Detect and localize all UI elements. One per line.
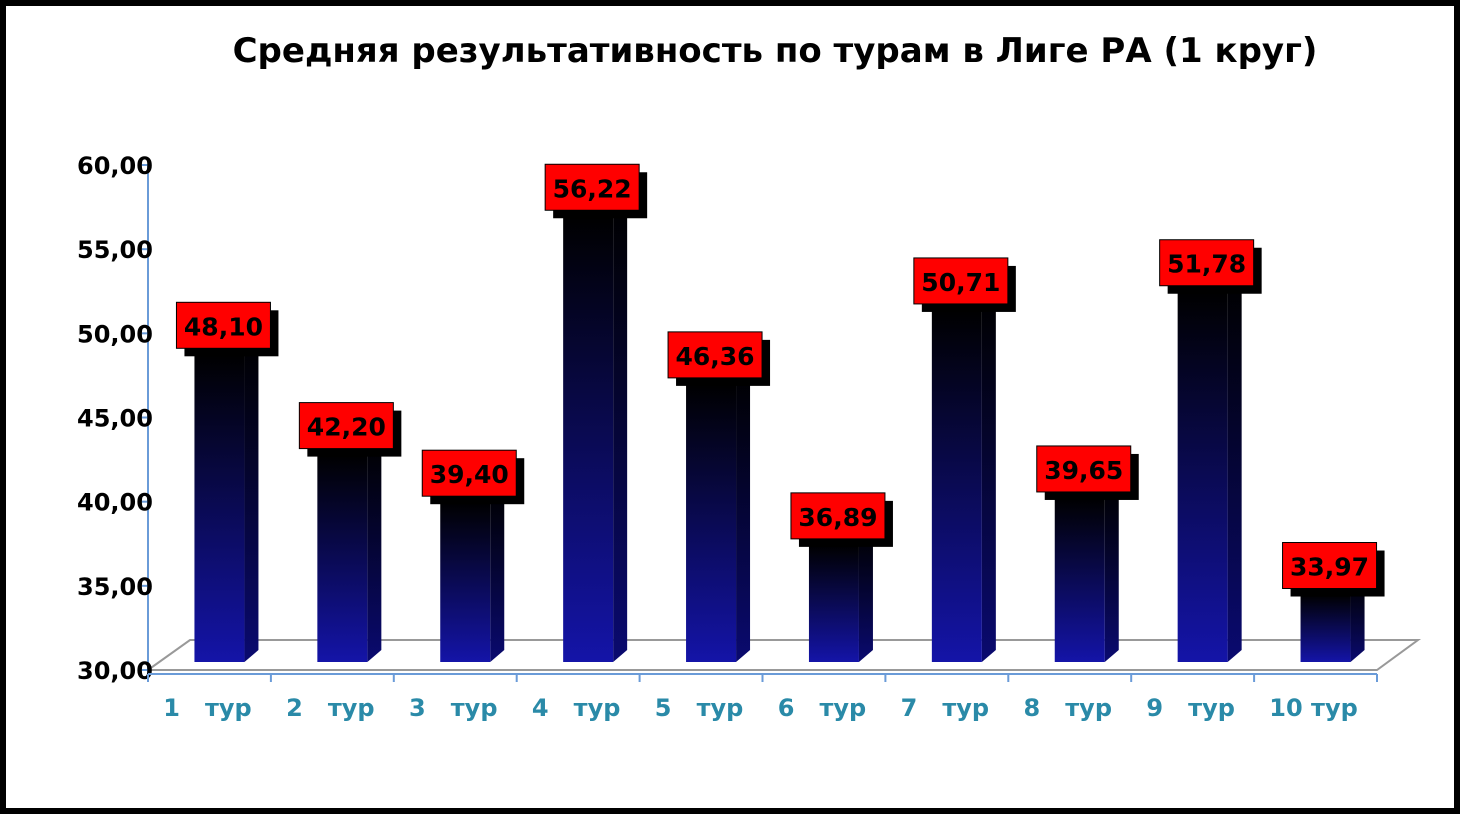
x-category-label: 8 тур bbox=[1024, 694, 1113, 722]
data-label: 46,36 bbox=[676, 342, 755, 371]
bar-side bbox=[613, 204, 628, 662]
bar-group: 56,22 4 тур bbox=[532, 163, 648, 722]
y-tick-label: 40,00 bbox=[77, 489, 153, 517]
x-category-label: 3 тур bbox=[409, 694, 498, 722]
bar-side bbox=[1227, 279, 1242, 662]
data-label: 39,65 bbox=[1044, 456, 1123, 485]
data-label: 56,22 bbox=[553, 174, 632, 203]
bar bbox=[1300, 594, 1351, 662]
bar-chart: Средняя результативность по турам в Лиге… bbox=[77, 31, 1422, 722]
data-label: 50,71 bbox=[921, 268, 1000, 297]
y-tick-label: 55,00 bbox=[77, 236, 153, 264]
data-label: 33,97 bbox=[1290, 553, 1369, 582]
data-label-box bbox=[544, 163, 640, 211]
data-label-box bbox=[667, 331, 763, 379]
x-category-label: 6 тур bbox=[778, 694, 867, 722]
bar-group: 36,89 6 тур bbox=[778, 492, 893, 722]
data-label-box bbox=[1159, 239, 1255, 287]
data-label-box bbox=[175, 301, 271, 349]
bar-side bbox=[858, 532, 873, 662]
x-category-label: 2 тур bbox=[286, 694, 375, 722]
chart-floor bbox=[144, 639, 1422, 671]
x-category-label: 4 тур bbox=[532, 694, 621, 722]
data-label-box bbox=[1036, 445, 1132, 493]
bar-group: 51,78 9 тур bbox=[1146, 239, 1262, 722]
y-tick-label: 30,00 bbox=[77, 657, 153, 685]
bar bbox=[317, 454, 368, 662]
bar-group: 48,10 1 тур bbox=[163, 301, 279, 722]
data-label: 51,78 bbox=[1167, 250, 1246, 279]
bar-group: 39,65 8 тур bbox=[1024, 445, 1139, 722]
bar bbox=[1054, 497, 1105, 662]
bar-side bbox=[367, 442, 382, 662]
y-tick-label: 35,00 bbox=[77, 573, 153, 601]
bar-side bbox=[490, 490, 505, 662]
data-label: 48,10 bbox=[184, 312, 263, 341]
data-label-box bbox=[298, 402, 394, 450]
data-label: 36,89 bbox=[798, 503, 877, 532]
bar bbox=[931, 309, 982, 662]
data-label-box bbox=[913, 257, 1009, 305]
bar-group: 42,20 2 тур bbox=[286, 402, 402, 722]
bar-side bbox=[1104, 485, 1119, 662]
bar bbox=[194, 354, 245, 662]
bar-group: 33,97 10 тур bbox=[1269, 542, 1385, 722]
data-label: 42,20 bbox=[307, 413, 386, 442]
bar-side bbox=[736, 371, 751, 662]
data-label: 39,40 bbox=[430, 460, 509, 489]
chart-frame: Средняя результативность по турам в Лиге… bbox=[6, 6, 1454, 808]
bar-side bbox=[1350, 582, 1365, 662]
x-category-label: 10 тур bbox=[1269, 694, 1358, 722]
bar-side bbox=[244, 342, 259, 662]
y-tick-label: 50,00 bbox=[77, 320, 153, 348]
bar bbox=[440, 502, 491, 662]
y-tick-label: 60,00 bbox=[77, 152, 153, 180]
bar-group: 46,36 5 тур bbox=[655, 331, 771, 722]
bar-group: 50,71 7 тур bbox=[901, 257, 1016, 722]
bar bbox=[808, 544, 859, 662]
x-category-label: 1 тур bbox=[163, 694, 252, 722]
bar bbox=[563, 216, 614, 662]
bar-group: 39,40 3 тур bbox=[409, 449, 525, 722]
bar-side bbox=[981, 297, 996, 662]
x-category-label: 7 тур bbox=[901, 694, 990, 722]
data-label-box bbox=[1282, 542, 1378, 590]
x-category-label: 9 тур bbox=[1146, 694, 1235, 722]
chart-title: Средняя результативность по турам в Лиге… bbox=[233, 31, 1318, 71]
data-label-box bbox=[421, 449, 517, 497]
y-tick-label: 45,00 bbox=[77, 405, 153, 433]
bar bbox=[686, 383, 737, 662]
x-category-label: 5 тур bbox=[655, 694, 744, 722]
data-label-box bbox=[790, 492, 886, 540]
bar bbox=[1177, 291, 1228, 662]
